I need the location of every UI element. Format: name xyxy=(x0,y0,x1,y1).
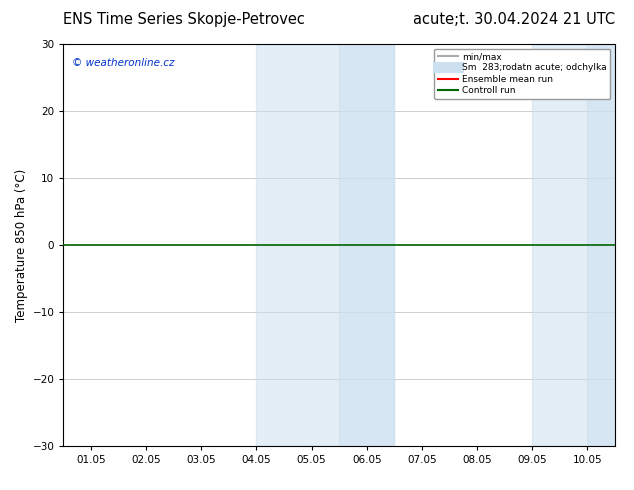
Text: ENS Time Series Skopje-Petrovec: ENS Time Series Skopje-Petrovec xyxy=(63,12,306,27)
Bar xyxy=(588,44,634,446)
Y-axis label: Temperature 850 hPa (°C): Temperature 850 hPa (°C) xyxy=(15,169,29,321)
Bar xyxy=(339,44,394,446)
Bar xyxy=(256,44,394,446)
Legend: min/max, Sm  283;rodatn acute; odchylka, Ensemble mean run, Controll run: min/max, Sm 283;rodatn acute; odchylka, … xyxy=(434,49,611,98)
Text: © weatheronline.cz: © weatheronline.cz xyxy=(72,58,174,68)
Text: acute;t. 30.04.2024 21 UTC: acute;t. 30.04.2024 21 UTC xyxy=(413,12,615,27)
Bar xyxy=(533,44,634,446)
